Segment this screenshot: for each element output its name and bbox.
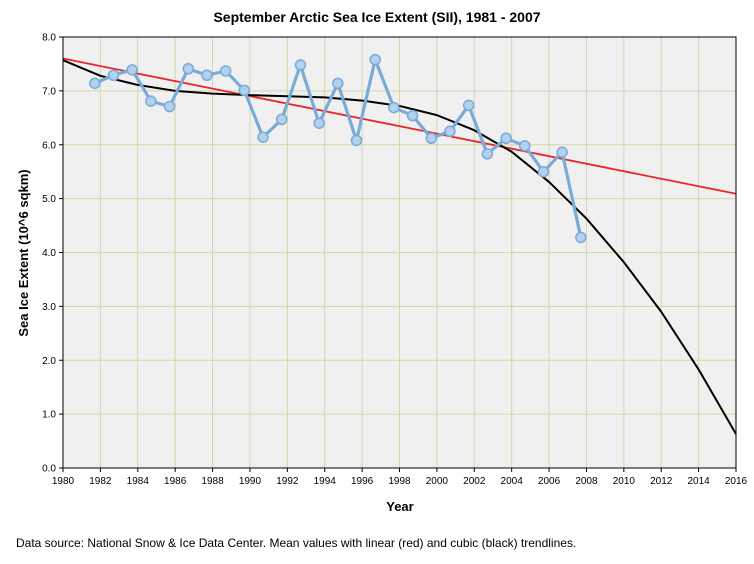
x-tick-label: 1980: [52, 476, 75, 487]
y-tick-label: 4.0: [42, 248, 56, 259]
y-tick-label: 8.0: [42, 33, 56, 44]
x-tick-label: 1990: [239, 476, 262, 487]
data-point: [500, 132, 512, 145]
y-tick-label: 2.0: [42, 356, 56, 367]
x-tick-label: 1996: [351, 476, 374, 487]
data-point: [89, 77, 101, 90]
data-point: [313, 117, 325, 129]
x-axis-ticks: 1980 1982 1984 1986 1988 1990 1992 1994 1996 1998…: [52, 468, 748, 487]
y-tick-label: 1.0: [42, 410, 56, 421]
y-axis-ticks: 0.0 1.0 2.0 3.0 4.0 5.0 6.0 7.0 8.0: [42, 33, 63, 475]
data-point: [406, 109, 419, 122]
x-tick-label: 1988: [201, 476, 224, 487]
x-axis-label: Year: [386, 499, 413, 514]
data-point: [575, 231, 587, 244]
data-point: [182, 63, 195, 75]
x-tick-label: 1998: [388, 476, 411, 487]
y-tick-label: 5.0: [42, 194, 56, 205]
x-tick-label: 2006: [538, 476, 561, 487]
trendlines: [62, 57, 737, 435]
x-tick-label: 2008: [575, 476, 598, 487]
data-point: [444, 125, 456, 138]
y-tick-label: 6.0: [42, 140, 56, 151]
data-point: [332, 77, 344, 90]
x-tick-label: 1994: [314, 476, 337, 487]
data-point: [238, 84, 251, 97]
data-point: [145, 95, 157, 107]
y-tick-label: 0.0: [42, 464, 56, 475]
data-point: [257, 131, 269, 143]
data-point: [369, 53, 381, 66]
data-point: [519, 140, 531, 152]
data-point: [425, 132, 438, 145]
x-tick-label: 1984: [127, 476, 150, 487]
x-tick-label: 2000: [426, 476, 449, 487]
x-tick-label: 2016: [725, 476, 748, 487]
x-tick-label: 2014: [687, 476, 710, 487]
x-tick-label: 2012: [650, 476, 673, 487]
data-point: [537, 165, 550, 178]
footnote: Data source: National Snow & Ice Data Ce…: [16, 536, 577, 550]
data-point: [556, 146, 568, 159]
y-axis-label: Sea Ice Extent (10^6 sqkm): [16, 169, 31, 336]
data-point: [481, 148, 494, 160]
data-point: [163, 100, 176, 113]
data-point: [107, 69, 120, 82]
data-point: [294, 59, 307, 71]
x-tick-label: 1992: [276, 476, 299, 487]
y-tick-label: 3.0: [42, 302, 56, 313]
y-tick-label: 7.0: [42, 86, 56, 97]
plot-border: [62, 36, 737, 469]
data-point: [388, 101, 400, 114]
x-tick-label: 1986: [164, 476, 187, 487]
data-point: [350, 134, 363, 147]
x-tick-label: 1982: [89, 476, 112, 487]
linear-trendline: [62, 57, 737, 195]
data-series: [89, 53, 587, 244]
x-tick-label: 2002: [463, 476, 486, 487]
data-point: [219, 65, 232, 77]
x-tick-label: 2004: [501, 476, 524, 487]
data-point: [201, 69, 213, 82]
x-tick-label: 2010: [613, 476, 636, 487]
chart-title: September Arctic Sea Ice Extent (SII), 1…: [213, 9, 540, 25]
data-point: [275, 113, 288, 126]
data-point: [462, 99, 475, 112]
data-point: [126, 64, 138, 76]
cubic-trendline: [62, 59, 737, 435]
